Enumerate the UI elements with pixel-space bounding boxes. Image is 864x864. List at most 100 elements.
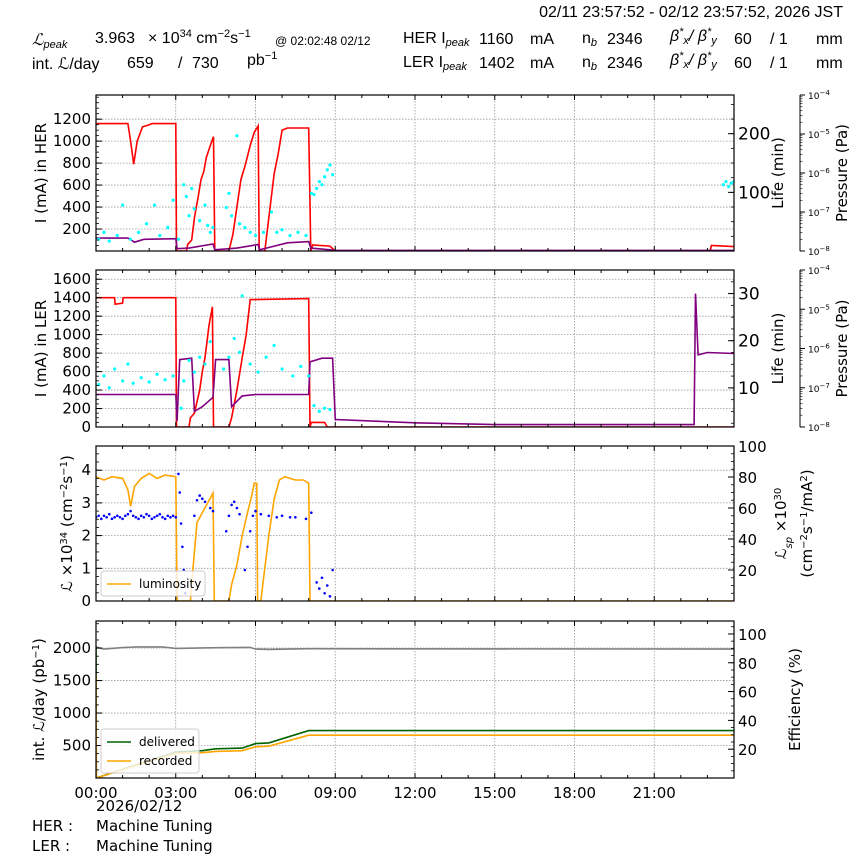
legend-entry: delivered bbox=[139, 735, 195, 749]
ler-ipeak-label: LER Ipeak bbox=[403, 54, 467, 73]
y-tick-label: 200 bbox=[62, 220, 91, 238]
label-part: s bbox=[798, 526, 816, 534]
lpeak-unit: × 1034 cm−2s−1 bbox=[148, 29, 251, 48]
data-point bbox=[206, 223, 210, 228]
y-tick-label: 2000 bbox=[53, 639, 91, 657]
data-point bbox=[312, 192, 316, 197]
data-point bbox=[280, 367, 284, 371]
data-point bbox=[113, 367, 117, 371]
legend-entry: luminosity bbox=[139, 577, 201, 591]
lpeak-value: 3.963 bbox=[95, 30, 136, 47]
data-point bbox=[222, 367, 226, 371]
label-part: Life (min) bbox=[769, 313, 787, 385]
pressure-tick-base: 10 bbox=[808, 131, 820, 141]
y-axis-label-left: int. ℒ/day (pb−1) bbox=[30, 638, 48, 761]
y-tick-label: 1200 bbox=[53, 110, 91, 128]
data-point bbox=[187, 358, 191, 362]
intl-label: int. ℒ/day bbox=[32, 56, 100, 73]
data-point bbox=[227, 514, 231, 518]
data-point bbox=[323, 175, 327, 179]
legend-box bbox=[100, 570, 206, 597]
her-nb-n: n bbox=[582, 30, 591, 47]
label-part: Efficiency (%) bbox=[786, 648, 804, 751]
her-nb-value: 2346 bbox=[607, 31, 643, 48]
label-part: ℒ ×10 bbox=[58, 545, 76, 592]
series-group bbox=[96, 122, 734, 251]
label-part: I (mA) in LER bbox=[32, 300, 50, 397]
her-status: Machine Tuning bbox=[96, 817, 213, 835]
data-point bbox=[184, 194, 188, 199]
data-point bbox=[328, 407, 332, 412]
ler-nb-sub: b bbox=[590, 61, 598, 73]
data-point bbox=[158, 512, 162, 516]
pressure-axis-label: Pressure (Pa) bbox=[833, 299, 851, 397]
y-tick-label: 800 bbox=[62, 154, 91, 172]
data-point bbox=[171, 514, 175, 518]
beta-x: x bbox=[683, 59, 689, 71]
beta-star: * bbox=[706, 26, 712, 38]
data-point bbox=[211, 225, 215, 230]
date-label: 2026/02/12 bbox=[96, 797, 183, 815]
data-point bbox=[275, 230, 279, 234]
data-point bbox=[97, 514, 100, 518]
y-tick-label: 1500 bbox=[53, 672, 91, 690]
data-point bbox=[246, 545, 249, 549]
label-part: /mA bbox=[798, 481, 816, 512]
data-point bbox=[323, 406, 327, 410]
ler-ipeak-value: 1402 bbox=[479, 55, 515, 72]
data-point bbox=[187, 214, 191, 218]
ler-status: Machine Tuning bbox=[96, 837, 213, 855]
data-point bbox=[139, 376, 143, 380]
data-point bbox=[211, 509, 215, 513]
data-point bbox=[203, 500, 207, 504]
label-part: (cm bbox=[798, 549, 816, 578]
series-line-series-0 bbox=[96, 646, 734, 651]
data-point bbox=[269, 210, 274, 214]
intl-unit-pb: pb bbox=[247, 52, 265, 69]
data-point bbox=[729, 181, 733, 185]
y-tick-label: 2 bbox=[81, 527, 91, 545]
data-point bbox=[137, 517, 140, 521]
x-tick-label: 15:00 bbox=[473, 784, 516, 802]
her-nb-label: nb bbox=[582, 30, 597, 49]
data-point bbox=[115, 233, 119, 238]
x-tick-label: 18:00 bbox=[553, 784, 596, 802]
series-line-series-1 bbox=[96, 293, 734, 426]
data-point bbox=[272, 343, 276, 347]
pressure-tick-base: 10 bbox=[808, 170, 820, 180]
label-part: ) bbox=[30, 638, 48, 644]
label-part: 2 bbox=[799, 475, 810, 481]
y-right-tick-label: 20 bbox=[738, 562, 757, 580]
data-point bbox=[259, 512, 263, 516]
pressure-tick-exp: −8 bbox=[819, 421, 829, 429]
her-ipeak-label: HER Ipeak bbox=[403, 30, 470, 49]
x-tick-label: 06:00 bbox=[234, 784, 277, 802]
data-point bbox=[126, 362, 130, 366]
beta-star: * bbox=[679, 50, 684, 62]
data-point bbox=[182, 183, 186, 187]
pressure-tick-base: 10 bbox=[808, 306, 820, 316]
beta-symbol: β bbox=[670, 28, 680, 45]
data-point bbox=[152, 203, 157, 207]
data-point bbox=[129, 509, 132, 513]
pressure-tick-label: 10−7 bbox=[808, 382, 830, 395]
data-point bbox=[264, 355, 268, 359]
data-point bbox=[256, 370, 260, 374]
ler-beta-y: / 1 bbox=[770, 55, 788, 72]
data-point bbox=[328, 595, 332, 598]
data-point bbox=[181, 545, 184, 549]
data-point bbox=[142, 516, 146, 519]
data-point bbox=[318, 587, 321, 590]
y-tick-label: 800 bbox=[62, 344, 91, 362]
her-ipeak-value: 1160 bbox=[479, 31, 514, 48]
data-point bbox=[267, 514, 271, 518]
her-status-label: HER : bbox=[32, 817, 74, 835]
data-point bbox=[169, 516, 172, 519]
data-point bbox=[203, 362, 207, 366]
data-point bbox=[240, 294, 244, 298]
y-right-tick-label: 10 bbox=[738, 379, 760, 399]
y-tick-label: 500 bbox=[62, 737, 91, 755]
label-part: −1 bbox=[59, 461, 70, 476]
data-point bbox=[304, 517, 308, 521]
